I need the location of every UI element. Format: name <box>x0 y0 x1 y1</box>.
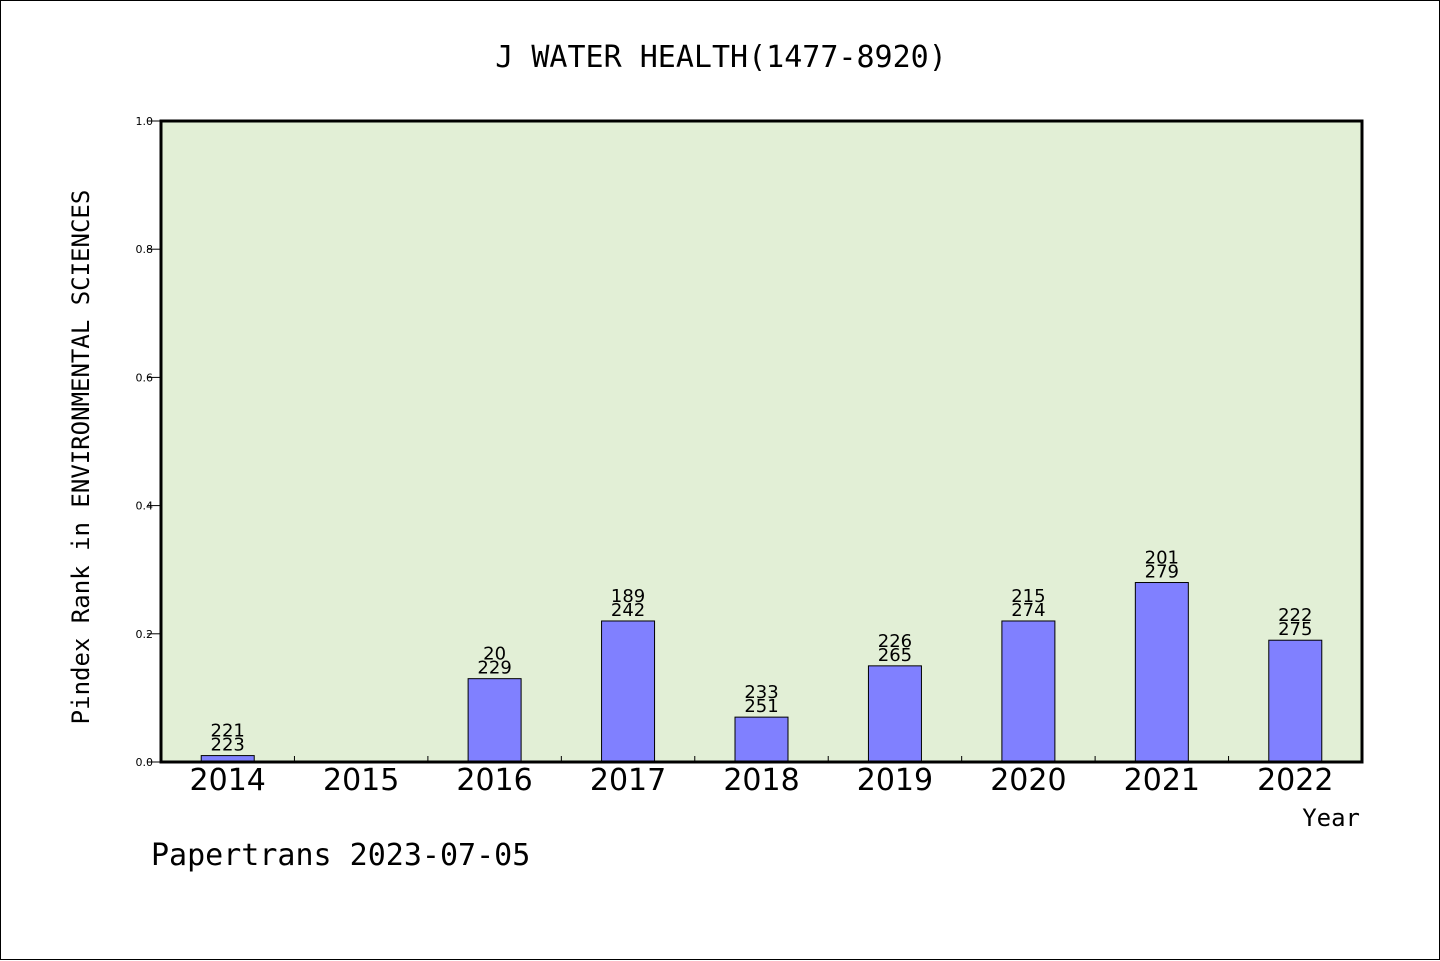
data-label-rank: 221 <box>211 721 245 742</box>
x-tick-label: 2021 <box>1124 763 1200 798</box>
bar <box>1001 620 1056 763</box>
y-tick-label: 0.6 <box>136 371 154 384</box>
x-axis-label: Year <box>1302 804 1360 832</box>
data-label-total: 279 <box>1145 562 1179 583</box>
data-label-total: 251 <box>744 696 778 717</box>
data-label-rank: 233 <box>744 682 778 703</box>
data-label-total: 275 <box>1278 619 1312 640</box>
chart-title: J WATER HEALTH(1477-8920) <box>495 40 947 75</box>
footer-watermark: Papertrans 2023-07-05 <box>151 838 530 873</box>
bar <box>601 620 656 763</box>
data-label-total: 242 <box>611 600 645 621</box>
data-label-rank: 201 <box>1145 548 1179 569</box>
data-labels: 2212232022918924223325122626521527420127… <box>211 548 1313 756</box>
y-tick-label: 0.0 <box>136 756 154 769</box>
data-label-rank: 226 <box>878 631 912 652</box>
data-label-rank: 20 <box>483 644 506 665</box>
x-tick-label: 2015 <box>323 763 399 798</box>
data-label-total: 229 <box>477 658 511 679</box>
x-tick-label: 2020 <box>990 763 1066 798</box>
y-axis-label: Pindex Rank in ENVIRONMENTAL SCIENCES <box>67 190 95 725</box>
x-tick-label: 2017 <box>590 763 666 798</box>
bar <box>734 716 789 763</box>
y-axis: 0.0 0.2 0.4 0.6 0.8 1.0 <box>136 115 161 769</box>
data-label-rank: 189 <box>611 586 645 607</box>
bar <box>1268 639 1323 763</box>
bar <box>467 678 522 763</box>
x-axis: 2014 2015 2016 2017 2018 2019 2020 2021 2022 <box>190 756 1333 798</box>
data-label-rank: 222 <box>1278 605 1312 626</box>
data-label-total: 223 <box>211 735 245 756</box>
bar <box>1134 582 1189 763</box>
x-tick-label: 2022 <box>1257 763 1333 798</box>
plot-border <box>159 119 1364 764</box>
y-tick-label: 0.4 <box>136 500 154 513</box>
y-tick-label: 1.0 <box>136 115 154 128</box>
x-tick-label: 2018 <box>723 763 799 798</box>
y-tick-label: 0.2 <box>136 628 154 641</box>
bar <box>867 665 922 763</box>
data-label-rank: 215 <box>1011 586 1045 607</box>
y-tick-label: 0.8 <box>136 243 154 256</box>
data-label-total: 265 <box>878 645 912 666</box>
bars <box>200 582 1323 763</box>
x-tick-label: 2016 <box>456 763 532 798</box>
x-tick-label: 2019 <box>857 763 933 798</box>
x-tick-label: 2014 <box>190 763 266 798</box>
data-label-total: 274 <box>1011 600 1045 621</box>
